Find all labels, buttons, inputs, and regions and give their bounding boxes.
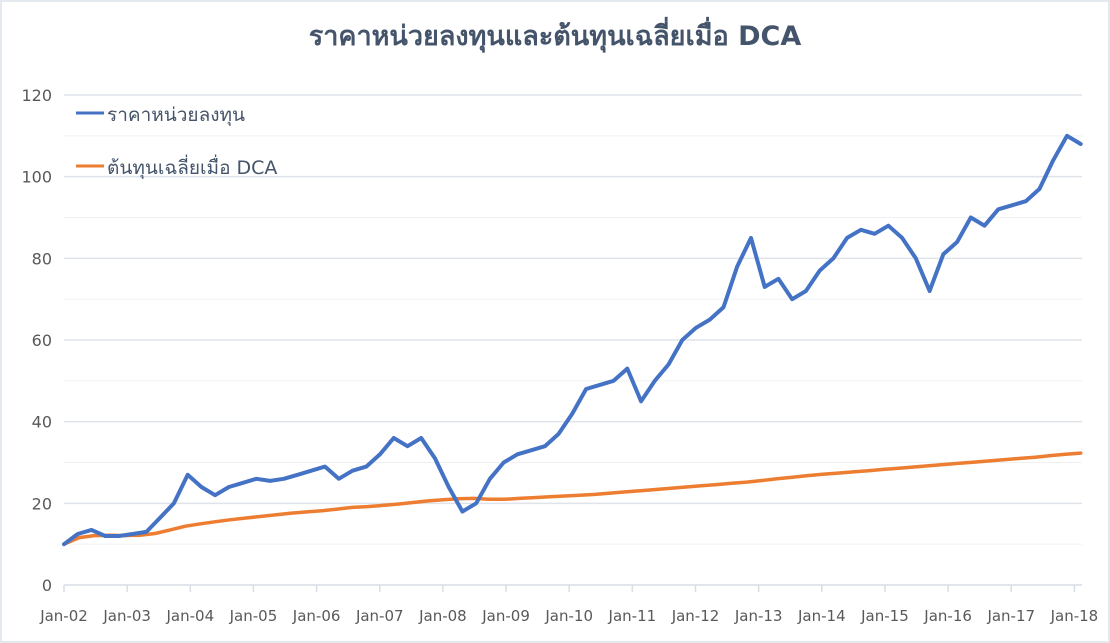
- x-tick-label: Jan-12: [671, 607, 720, 625]
- y-tick-label: 120: [21, 86, 52, 105]
- x-tick-label: Jan-07: [355, 607, 404, 625]
- x-axis: Jan-02 Jan-03 Jan-04 Jan-05 Jan-06 Jan-07 Jan-…: [39, 584, 1099, 625]
- x-tick-label: Jan-15: [860, 607, 909, 625]
- y-tick-label: 100: [21, 168, 52, 187]
- legend: ราคาหน่วยลงทุน ต้นทุนเฉลี่ยเมื่อ DCA: [76, 104, 277, 180]
- x-tick-label: Jan-13: [734, 607, 783, 625]
- line-unit-price: [62, 133, 1083, 547]
- y-tick-label: 0: [42, 576, 52, 595]
- x-tick-label: Jan-18: [1050, 607, 1099, 625]
- x-tick-label: Jan-04: [165, 607, 214, 625]
- y-tick-label: 60: [32, 331, 52, 350]
- x-tick-label: Jan-09: [481, 607, 530, 625]
- chart-title: ราคาหน่วยลงทุนและต้นทุนเฉลี่ยเมื่อ DCA: [308, 21, 802, 52]
- x-tick-label: Jan-08: [418, 607, 467, 625]
- x-tick-label: Jan-10: [544, 607, 593, 625]
- x-tick-label: Jan-03: [102, 607, 151, 625]
- x-tick-label: Jan-17: [986, 607, 1035, 625]
- x-tick-label: Jan-16: [923, 607, 972, 625]
- legend-label-dca-cost: ต้นทุนเฉลี่ยเมื่อ DCA: [107, 154, 277, 180]
- y-axis: 0 20 40 60 80 100 120: [21, 86, 52, 595]
- series-lines: [62, 133, 1083, 547]
- x-tick-label: Jan-11: [608, 607, 657, 625]
- legend-label-unit-price: ราคาหน่วยลงทุน: [107, 104, 245, 127]
- x-tick-label: Jan-14: [797, 607, 846, 625]
- x-tick-label: Jan-02: [39, 607, 88, 625]
- x-tick-label: Jan-06: [292, 607, 341, 625]
- y-tick-label: 80: [32, 249, 52, 268]
- y-tick-label: 40: [32, 413, 52, 432]
- gridlines: [64, 94, 1082, 545]
- y-tick-label: 20: [32, 494, 52, 513]
- x-tick-label: Jan-05: [229, 607, 278, 625]
- line-dca-cost: [62, 451, 1083, 546]
